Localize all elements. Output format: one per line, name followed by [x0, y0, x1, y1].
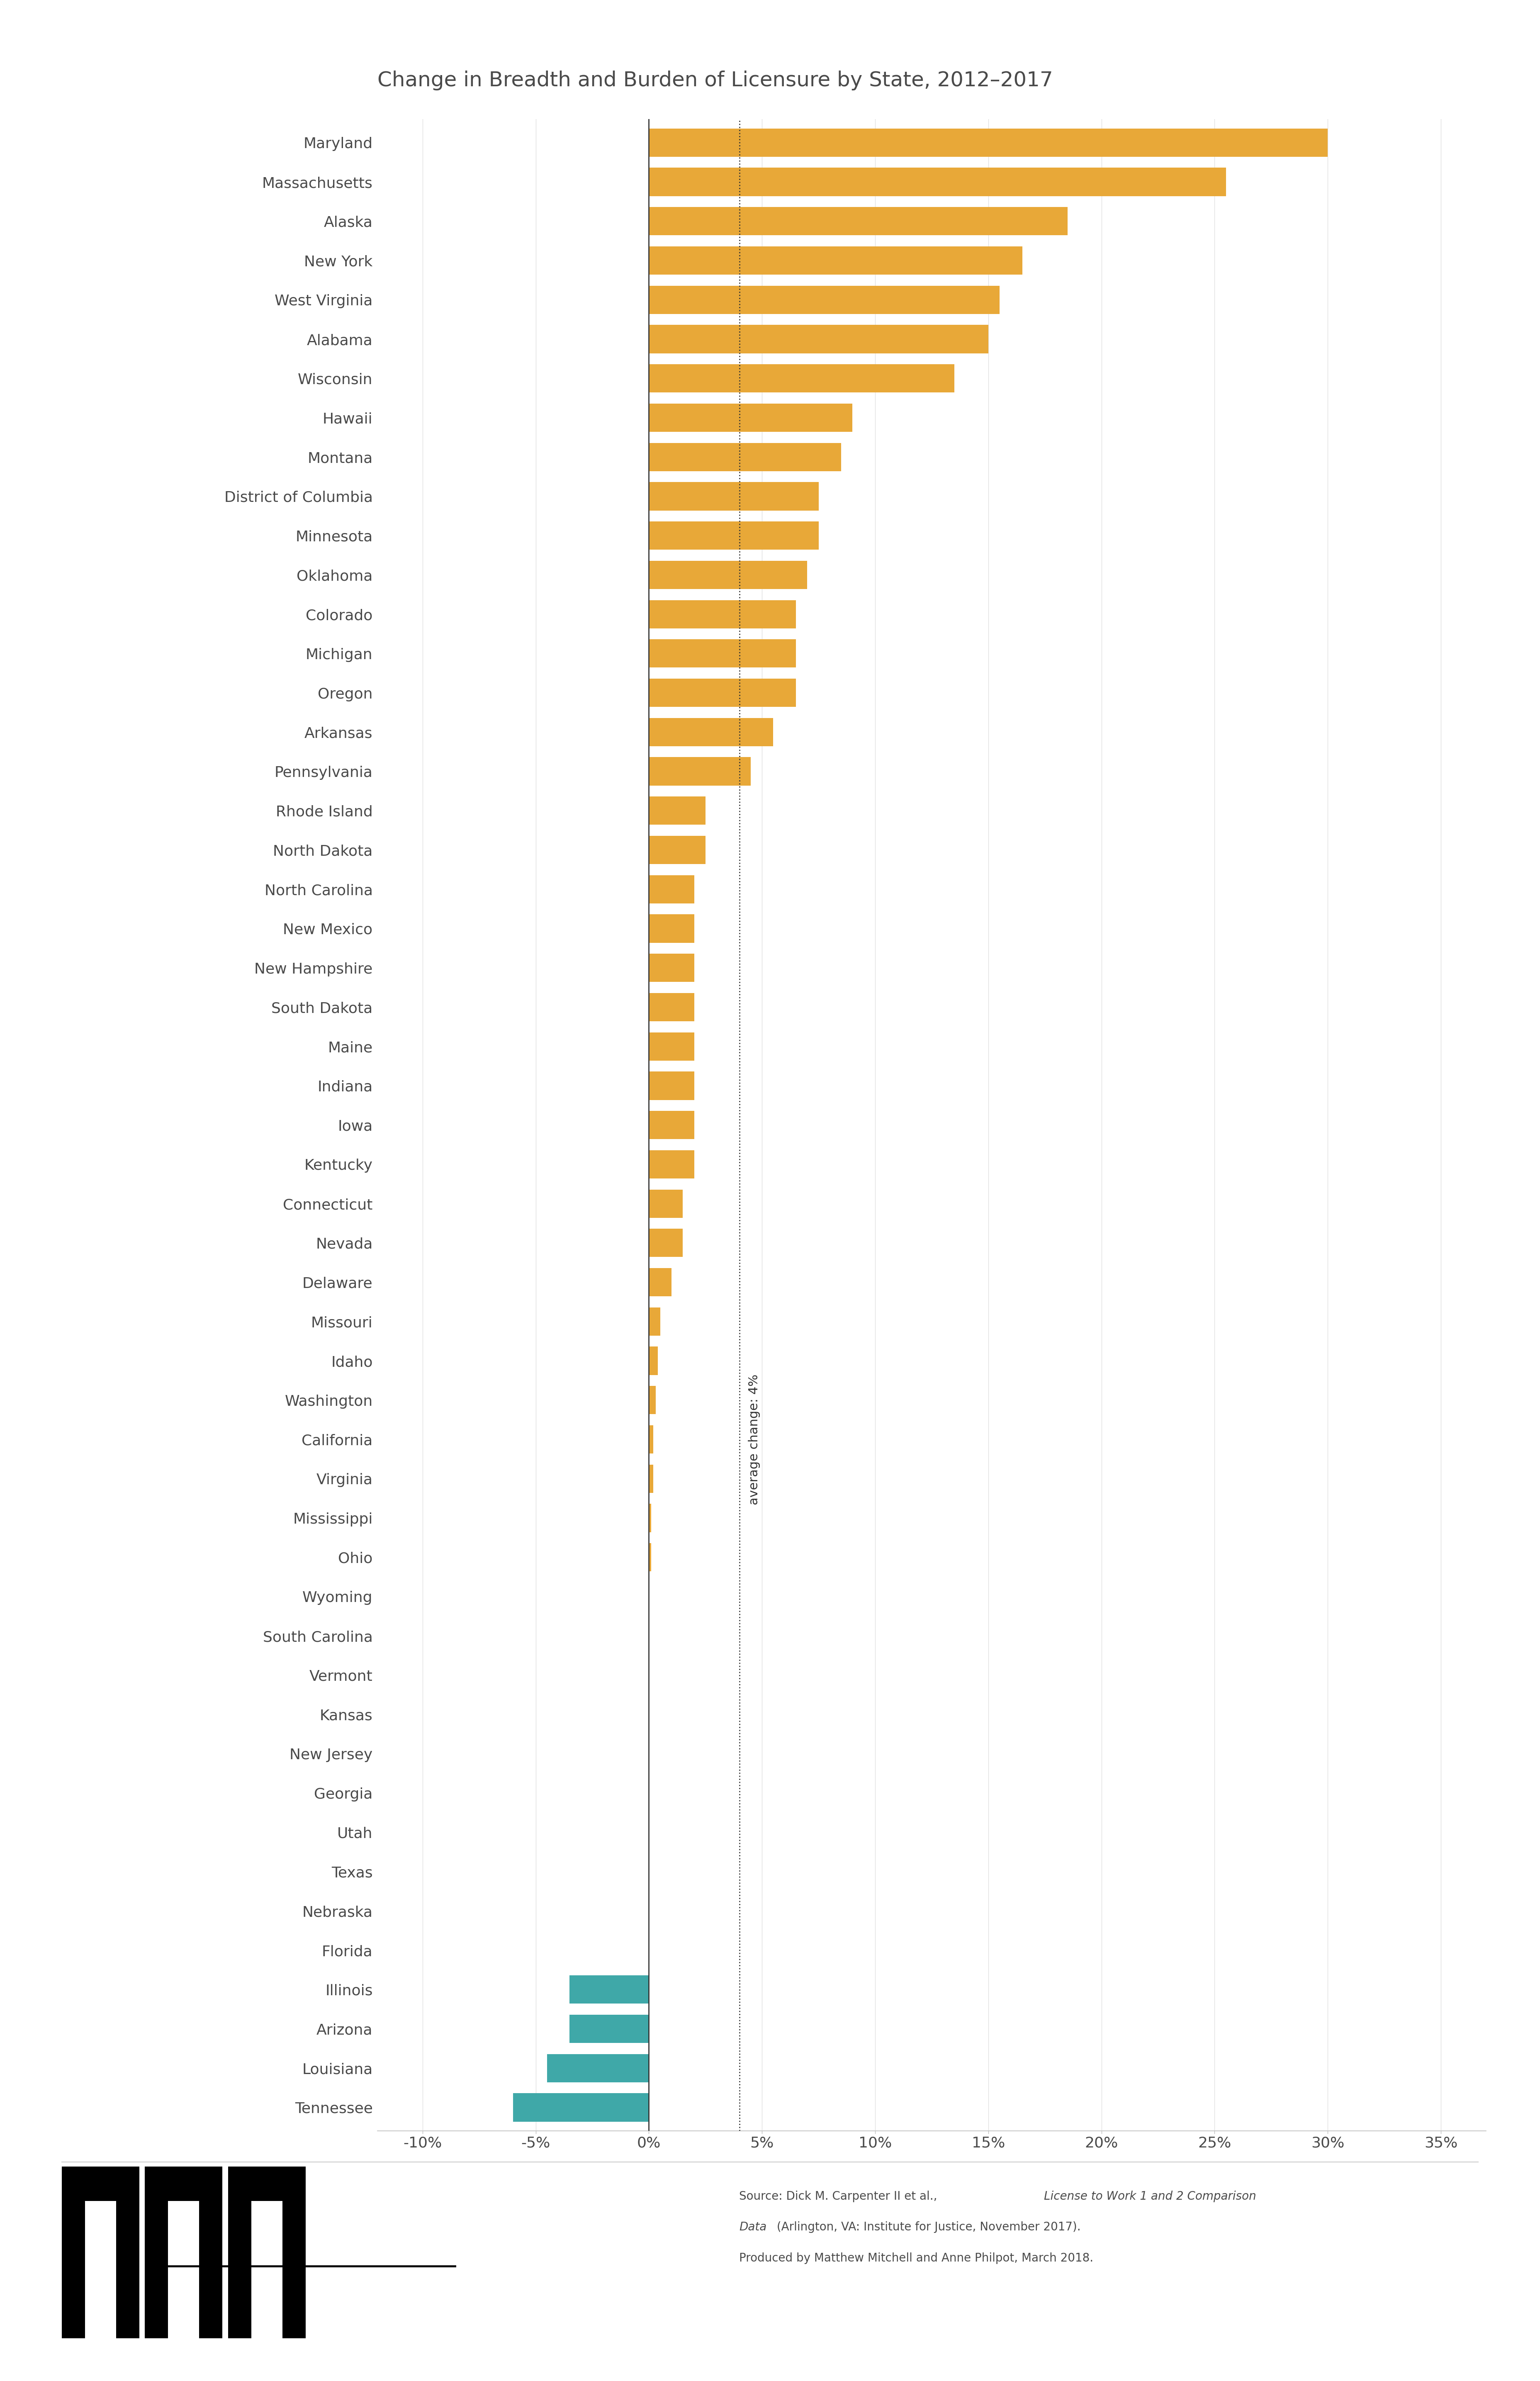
Bar: [648, 1112, 695, 1138]
Bar: [648, 1426, 653, 1452]
Bar: [648, 1464, 653, 1493]
Bar: [648, 1033, 695, 1060]
Polygon shape: [85, 2200, 116, 2252]
Polygon shape: [62, 2200, 85, 2338]
Text: License to Work 1 and 2 Comparison: License to Work 1 and 2 Comparison: [1044, 2191, 1257, 2202]
Polygon shape: [251, 2200, 282, 2252]
Bar: [570, 1976, 648, 2005]
Polygon shape: [115, 2200, 139, 2338]
Bar: [648, 521, 819, 550]
Bar: [648, 129, 1327, 157]
Bar: [648, 167, 1226, 195]
Bar: [648, 1071, 695, 1100]
Bar: [648, 1386, 656, 1414]
Bar: [648, 324, 989, 352]
Bar: [648, 1269, 671, 1295]
Bar: [648, 600, 796, 629]
Bar: [648, 955, 695, 981]
Bar: [513, 2093, 648, 2121]
Bar: [648, 798, 705, 824]
Bar: [570, 2014, 648, 2043]
Bar: [648, 640, 796, 667]
Text: Data: Data: [739, 2221, 767, 2233]
Text: average change: 4%: average change: 4%: [748, 1374, 761, 1505]
Polygon shape: [199, 2200, 222, 2338]
Bar: [648, 286, 999, 314]
Bar: [648, 1150, 695, 1179]
Bar: [648, 443, 841, 471]
Bar: [648, 245, 1023, 274]
Bar: [648, 993, 695, 1021]
Bar: [648, 914, 695, 943]
Bar: [648, 562, 807, 588]
Bar: [648, 364, 955, 393]
Bar: [648, 481, 819, 510]
Bar: [648, 719, 773, 745]
Bar: [648, 1348, 658, 1374]
Polygon shape: [168, 2200, 199, 2252]
Bar: [648, 876, 695, 902]
Polygon shape: [282, 2200, 305, 2338]
Bar: [648, 402, 853, 431]
Bar: [648, 207, 1067, 236]
Polygon shape: [228, 2200, 251, 2338]
Text: (Arlington, VA: Institute for Justice, November 2017).: (Arlington, VA: Institute for Justice, N…: [773, 2221, 1081, 2233]
Polygon shape: [145, 2167, 222, 2200]
Polygon shape: [228, 2167, 305, 2200]
Bar: [648, 757, 750, 786]
Polygon shape: [145, 2200, 168, 2338]
Bar: [648, 1229, 682, 1257]
Text: Change in Breadth and Burden of Licensure by State, 2012–2017: Change in Breadth and Burden of Licensur…: [377, 71, 1053, 90]
Bar: [648, 1505, 651, 1531]
Bar: [648, 679, 796, 707]
Bar: [547, 2055, 648, 2083]
Bar: [648, 836, 705, 864]
Bar: [648, 1307, 661, 1336]
Bar: [648, 1543, 651, 1571]
Polygon shape: [62, 2167, 139, 2200]
Bar: [648, 1190, 682, 1217]
Text: Source: Dick M. Carpenter II et al.,: Source: Dick M. Carpenter II et al.,: [739, 2191, 941, 2202]
Text: Produced by Matthew Mitchell and Anne Philpot, March 2018.: Produced by Matthew Mitchell and Anne Ph…: [739, 2252, 1093, 2264]
